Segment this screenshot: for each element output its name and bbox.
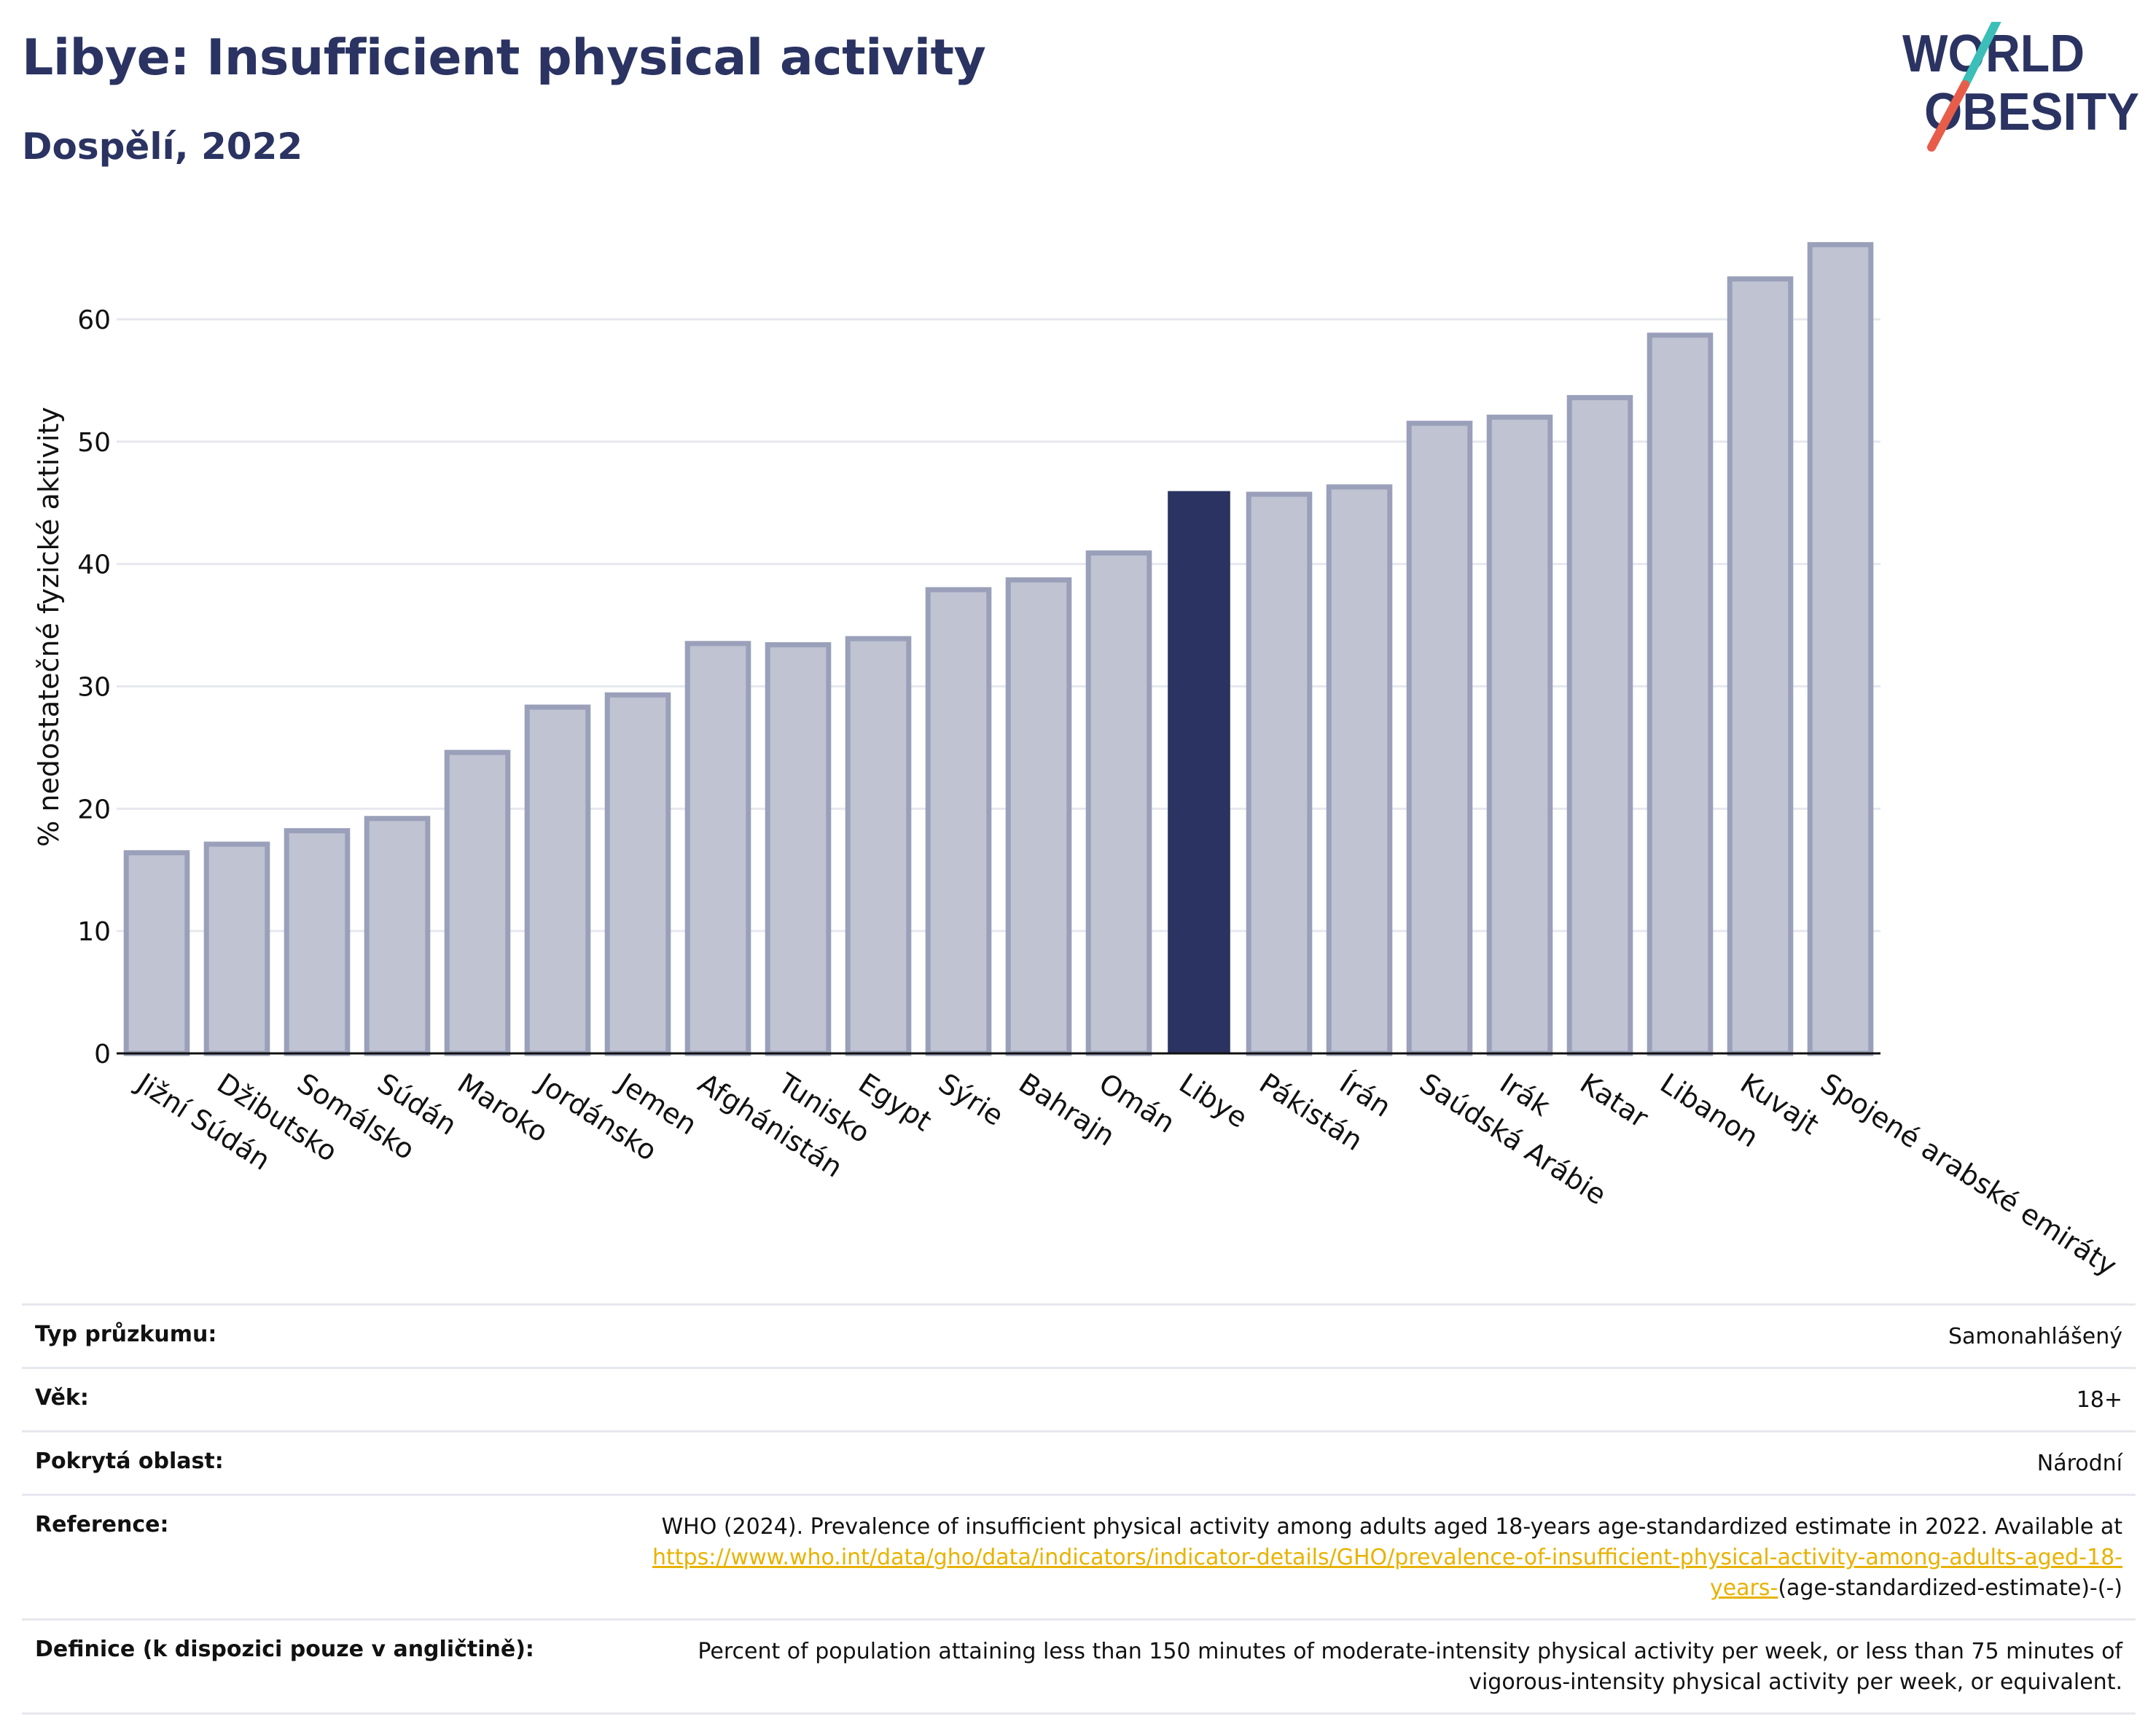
bar-sýrie xyxy=(925,587,992,1056)
y-tick-label: 60 xyxy=(77,305,111,335)
age-label: Věk: xyxy=(35,1385,89,1411)
x-tick-label: Sýrie xyxy=(933,1067,1009,1132)
bar-kuvajt xyxy=(1727,276,1794,1056)
bar-džibutsko xyxy=(203,841,270,1056)
bar-pákistán xyxy=(1246,491,1313,1056)
bar-afghánistán xyxy=(684,641,751,1056)
survey-type-value: Samonahlášený xyxy=(1948,1324,2122,1349)
reference-label: Reference: xyxy=(35,1512,169,1537)
y-tick-label: 0 xyxy=(94,1040,111,1069)
bar-libye xyxy=(1168,491,1230,1054)
y-axis-label: % nedostatečné fyzické aktivity xyxy=(33,407,65,847)
bar-irák xyxy=(1486,414,1553,1056)
world-obesity-logo: WORLD OBESITY xyxy=(1902,22,2139,152)
info-row-definition: Definice (k dispozici pouze v angličtině… xyxy=(22,1618,2136,1715)
y-tick-label: 40 xyxy=(77,550,111,580)
bar-libanon xyxy=(1647,332,1714,1056)
bar-katar xyxy=(1566,394,1633,1056)
info-row-age: Věk: 18+ xyxy=(22,1367,2136,1430)
reference-suffix: (age-standardized-estimate)-(-) xyxy=(1778,1575,2122,1601)
reference-link[interactable]: https://www.who.int/data/gho/data/indica… xyxy=(652,1545,2122,1601)
y-tick-label: 10 xyxy=(77,917,111,947)
x-tick-label: Maroko xyxy=(452,1067,554,1149)
x-tick-label: Katar xyxy=(1574,1067,1654,1134)
bar-írán xyxy=(1326,484,1393,1056)
bar-spojené-arabské-emiráty xyxy=(1807,242,1874,1056)
coverage-label: Pokrytá oblast: xyxy=(35,1449,224,1474)
y-tick-label: 20 xyxy=(77,795,111,824)
survey-type-label: Typ průzkumu: xyxy=(35,1322,217,1347)
y-tick-label: 30 xyxy=(77,673,111,703)
bar-maroko xyxy=(444,749,511,1056)
bar-egypt xyxy=(845,636,912,1056)
bar-omán xyxy=(1085,550,1152,1056)
coverage-value: Národní xyxy=(2036,1451,2122,1476)
bar-tunisko xyxy=(765,642,832,1056)
page-subtitle: Dospělí, 2022 xyxy=(22,125,303,168)
x-tick-label: Spojené arabské emiráty xyxy=(1815,1067,2122,1282)
reference-value: WHO (2024). Prevalence of insufficient p… xyxy=(621,1512,2122,1604)
age-value: 18+ xyxy=(2076,1387,2122,1413)
definition-value: Percent of population attaining less tha… xyxy=(698,1639,2122,1695)
logo-slash-teal xyxy=(1961,22,2001,89)
y-tick-labels: 0 10 20 30 40 50 60 xyxy=(77,305,111,1069)
bar-bahrajn xyxy=(1005,577,1072,1056)
y-tick-label: 50 xyxy=(77,428,111,458)
logo-slash-red xyxy=(1927,80,1969,152)
bar-jižní-súdán xyxy=(123,850,190,1056)
page-title: Libye: Insufficient physical activity xyxy=(22,29,986,87)
bar-saúdská-arábie xyxy=(1406,421,1473,1056)
bar-súdán xyxy=(364,816,431,1056)
bar-jemen xyxy=(604,692,671,1056)
info-row-reference: Reference: WHO (2024). Prevalence of ins… xyxy=(22,1494,2136,1618)
bars xyxy=(123,242,1874,1056)
info-table: Typ průzkumu: Samonahlášený Věk: 18+ Pok… xyxy=(22,1303,2136,1715)
reference-text: WHO (2024). Prevalence of insufficient p… xyxy=(661,1514,2122,1540)
bar-somálsko xyxy=(284,828,351,1056)
x-tick-label: Libye xyxy=(1173,1067,1253,1134)
definition-label: Definice (k dispozici pouze v angličtině… xyxy=(35,1637,534,1662)
x-tick-labels: Jižní SúdánDžibutskoSomálskoSúdánMarokoJ… xyxy=(130,1067,2122,1282)
info-row-survey-type: Typ průzkumu: Samonahlášený xyxy=(22,1303,2136,1367)
bar-jordánsko xyxy=(524,704,591,1056)
bar-chart: 0 10 20 30 40 50 60 Jižní SúdánDžibutskoSomáls… xyxy=(33,242,2122,1282)
info-row-coverage: Pokrytá oblast: Národní xyxy=(22,1430,2136,1494)
